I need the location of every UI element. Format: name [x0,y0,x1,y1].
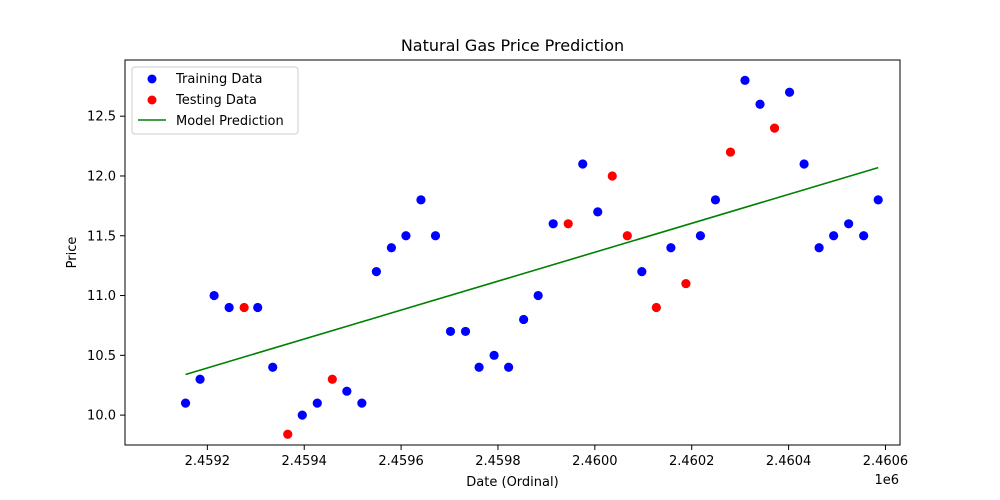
training-data-point [474,362,484,372]
legend-label-training: Training Data [175,72,262,87]
x-tick-label: 2.4600 [572,454,618,469]
training-data-point [784,87,795,97]
training-data-point [799,159,809,169]
y-tick-label: 12.0 [87,169,116,184]
x-tick-label: 2.4592 [185,454,231,469]
training-data-point [460,326,471,337]
testing-data-point [725,147,736,157]
training-data-point [533,290,543,301]
training-data-point [445,326,456,337]
training-data-point [401,231,411,241]
training-data-point [357,398,367,408]
training-data-point [593,207,603,217]
testing-data-point [622,231,632,241]
training-data-point [371,267,381,277]
testing-data-point [607,171,617,181]
training-data-point [180,398,191,408]
x-tick-label: 2.4596 [378,454,424,469]
training-data-point [578,159,588,169]
training-data-point [740,75,750,85]
training-data-point [268,362,278,372]
training-data-point [666,243,676,253]
training-data-point [209,290,219,301]
training-data-point [504,362,514,372]
x-tick-label: 2.4606 [863,454,909,469]
x-tick-label: 2.4604 [766,454,812,469]
y-tick-label: 10.0 [87,409,116,424]
training-data-point [253,302,263,313]
y-axis-label: Price [65,237,80,269]
training-data-point [710,195,721,205]
x-tick-label: 2.4602 [669,454,715,469]
training-data-point [695,231,706,241]
plot-area [180,75,883,439]
training-data-point [829,231,839,241]
legend-label-testing: Testing Data [175,93,257,108]
y-tick-label: 10.5 [87,349,116,364]
training-data-point [637,267,647,277]
training-data-point [195,374,205,384]
legend-marker-testing [147,95,157,105]
training-data-point [342,386,352,396]
legend: Training Data Testing Data Model Predict… [131,66,299,135]
training-data-point [519,314,529,325]
x-axis-label: Date (Ordinal) [466,475,558,490]
legend-frame [131,66,299,135]
y-tick-label: 12.5 [87,110,116,125]
legend-marker-training [147,74,157,84]
axis-ticks: 2.4592 2.4594 2.4596 2.4598 2.4600 2.4602 2.46… [87,110,908,469]
training-data-point [416,195,426,205]
chart-title: Natural Gas Price Prediction [401,36,624,55]
testing-data-point [563,219,573,229]
y-tick-label: 11.5 [87,229,116,244]
training-data-point [489,350,499,360]
testing-data-point [681,278,691,289]
training-data-point [312,398,322,408]
plot-frame [124,59,901,446]
x-tick-label: 2.4594 [281,454,327,469]
training-data-point [386,243,397,253]
training-data-point [224,302,234,313]
model-prediction-line [185,166,879,376]
training-data-point [297,410,307,420]
training-data-point [430,231,441,241]
legend-label-prediction: Model Prediction [176,114,284,129]
training-data-point [814,243,824,253]
testing-data-point [651,302,661,313]
x-tick-label: 2.4598 [475,454,521,469]
x-axis-offset-label: 1e6 [874,473,899,488]
y-tick-label: 11.0 [87,289,116,304]
training-data-point [873,195,883,205]
training-data-point [844,219,854,229]
training-data-point [548,219,558,229]
testing-data-point [283,429,293,439]
testing-data-point [239,302,249,313]
testing-data-point [327,374,337,384]
testing-data-point [769,123,780,133]
training-data-point [859,231,869,241]
training-data-point [755,99,765,109]
